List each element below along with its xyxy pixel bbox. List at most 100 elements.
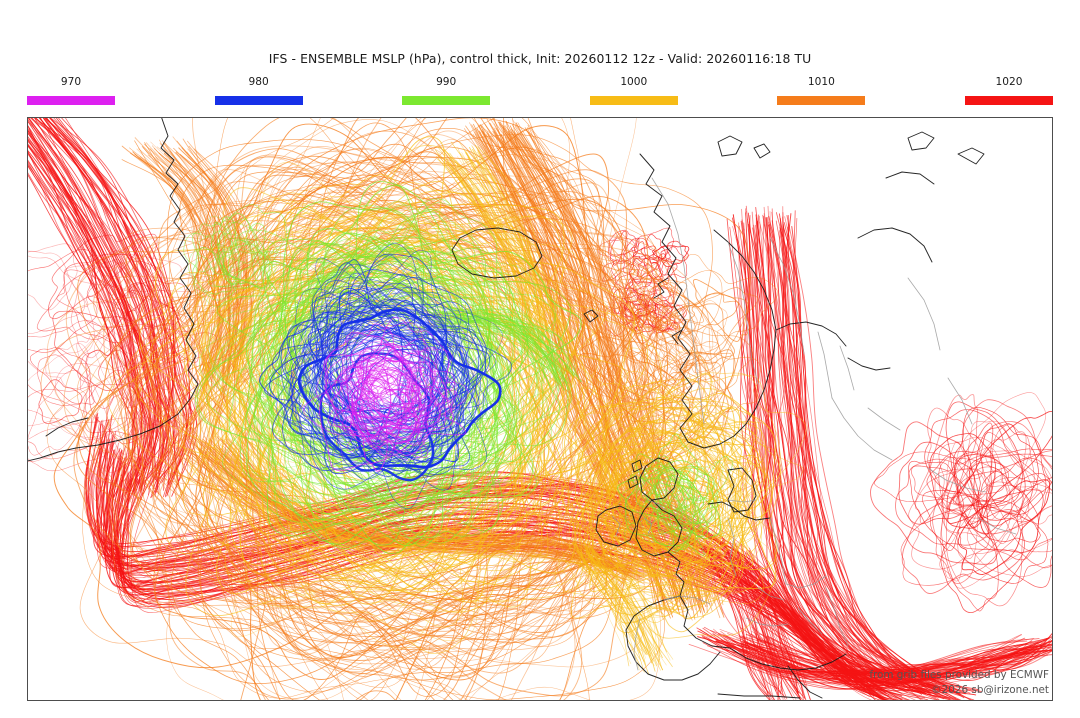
contour-1020 [602,259,632,282]
contour-1000 [591,419,763,591]
contour-990 [211,241,276,289]
contour-1010 [579,336,685,404]
contour-1010 [629,257,696,335]
contour-990 [218,204,287,285]
contour-1010 [187,156,251,385]
contour-990 [228,223,266,289]
contour-1020 [924,409,1023,508]
contour-1020 [731,551,803,696]
contour-990 [248,184,495,547]
contour-1020 [656,246,688,278]
contour-1020 [732,552,806,700]
contour-1020 [63,253,154,344]
contour-1000 [605,456,718,560]
contour-990 [458,317,581,382]
contour-1020 [70,262,129,359]
map-panel[interactable] [27,117,1053,701]
contour-990 [616,468,695,524]
contour-1000 [586,440,722,617]
contour-1000 [602,421,762,597]
contour-1000 [210,250,608,603]
country-border [663,595,711,605]
contour-1010 [671,300,728,348]
contour-1000 [574,396,725,549]
contour-990 [678,466,710,502]
contour-990 [225,221,278,254]
contour-990 [429,314,556,372]
contour-990 [649,484,691,554]
contour-1000 [626,418,737,623]
contour-1000 [568,406,774,618]
contour-980 [345,276,462,424]
contour-1020 [759,215,939,698]
coastline [957,147,985,165]
coastline [583,309,599,323]
contour-990 [643,464,700,523]
coastline [787,665,823,699]
contour-970 [337,349,422,401]
contour-1000 [579,555,655,666]
contour-970 [352,389,421,447]
country-border [727,517,737,577]
contour-1000 [260,207,576,603]
contour-1020 [28,250,95,375]
contour-1020 [28,132,151,485]
coastline [45,417,89,437]
contour-1000 [477,149,574,342]
contour-1020 [786,215,971,694]
contour-1000 [605,541,660,661]
contour-990 [444,313,566,391]
contour-1000 [602,550,667,653]
contour-1020 [898,441,976,525]
contour-1020 [28,369,88,456]
contour-1010 [187,118,677,700]
contour-970 [315,322,426,430]
contour-990 [646,469,696,514]
contour-1000 [590,441,748,553]
contour-1020 [699,629,1033,673]
contour-1000 [560,463,745,607]
contour-1010 [632,269,704,328]
contour-1020 [721,539,782,694]
country-border [745,617,789,627]
contour-1020 [742,636,1050,680]
contour-1010 [580,351,680,442]
contour-990 [292,261,433,546]
contour-980 [313,326,471,477]
contour-1010 [514,132,708,614]
contour-1010 [627,299,698,385]
coastline [729,647,847,671]
contour-1020 [30,347,95,405]
contour-1000 [619,417,743,567]
contour-1000 [471,145,574,345]
contour-1010 [529,127,724,615]
contour-970 [370,367,436,409]
contour-1000 [465,152,542,351]
contour-1020 [771,211,950,692]
contour-1010 [686,293,739,332]
contour-1020 [767,205,962,687]
country-border [907,277,941,351]
contour-1020 [756,638,1052,688]
contour-1020 [111,289,186,363]
contour-1020 [36,233,158,341]
contour-990 [624,478,680,546]
contour-1010 [682,355,732,438]
colour-legend: 970 980 990 1000 1010 1020 [27,76,1053,110]
contour-1020 [65,118,197,484]
contour-990 [183,230,253,301]
contour-980 [344,303,470,429]
contour-1000 [214,245,585,583]
contour-1010 [223,448,649,584]
contour-1000 [578,387,711,595]
contour-1000 [456,164,544,336]
contour-1000 [576,372,807,566]
contour-990 [216,233,261,277]
contour-1020 [629,293,660,329]
contour-1000 [592,550,652,663]
contour-980 [284,250,455,448]
country-border [947,377,973,425]
legend-label-970: 970 [60,76,82,88]
contour-1010 [471,124,655,606]
contour-1010 [140,289,712,622]
